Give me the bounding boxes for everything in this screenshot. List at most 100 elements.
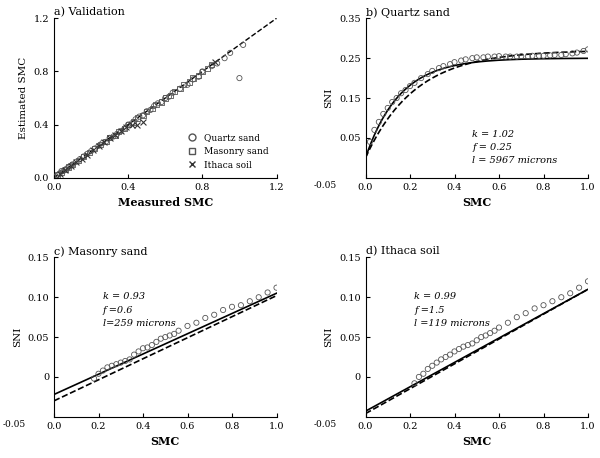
Point (545, 52, 555, 59)
Point (97, 140, 107, 147)
Y-axis label: SNI: SNI (325, 88, 334, 108)
Point (149, 102, 159, 109)
Point (56, 169, 66, 176)
Point (138, 112, 148, 119)
Y-axis label: Estimated SMC: Estimated SMC (19, 57, 28, 139)
Point (116, 127, 125, 135)
Point (512, 53, 521, 60)
Point (68, 161, 77, 168)
Point (410, 79, 419, 87)
Point (481, 332, 490, 339)
Point (370, 126, 379, 134)
Text: b) Quartz sand: b) Quartz sand (365, 7, 449, 17)
Point (548, 298, 557, 305)
Point (68, 161, 77, 168)
Point (572, 49, 581, 56)
Point (557, 51, 566, 59)
Point (182, 322, 192, 330)
Point (131, 115, 140, 123)
Point (103, 364, 112, 371)
Point (79, 153, 88, 160)
Point (79, 153, 88, 160)
Legend: Quartz sand, Masonry sand, Ithaca soil: Quartz sand, Masonry sand, Ithaca soil (179, 130, 272, 173)
Text: -0.05: -0.05 (314, 420, 337, 429)
Point (583, 278, 593, 285)
Point (105, 134, 115, 142)
Point (432, 359, 442, 366)
Y-axis label: SNI: SNI (13, 327, 22, 347)
Point (165, 332, 175, 339)
Point (151, 101, 161, 109)
Point (472, 337, 482, 344)
Point (90, 145, 100, 152)
Y-axis label: SNI: SNI (325, 327, 334, 347)
Point (557, 294, 566, 301)
Point (156, 335, 166, 342)
Point (423, 365, 433, 373)
Point (160, 333, 170, 341)
Point (574, 284, 584, 291)
Point (98, 367, 108, 374)
Point (539, 52, 548, 60)
Point (105, 134, 115, 142)
Point (565, 289, 575, 297)
Point (61, 166, 70, 174)
Point (160, 94, 170, 102)
Point (388, 98, 397, 106)
Point (142, 108, 152, 115)
Point (124, 121, 133, 128)
Point (494, 324, 504, 331)
Point (146, 106, 155, 114)
Point (445, 60, 455, 68)
Point (427, 362, 437, 370)
Point (523, 53, 533, 60)
Point (485, 329, 495, 337)
Point (116, 127, 125, 135)
X-axis label: SMC: SMC (462, 436, 491, 447)
Point (503, 319, 512, 327)
Point (94, 142, 103, 149)
X-axis label: SMC: SMC (462, 197, 491, 208)
Point (441, 354, 451, 361)
Point (530, 305, 539, 312)
Point (450, 348, 460, 355)
Point (133, 114, 142, 122)
Point (122, 124, 131, 131)
Point (53, 171, 62, 179)
Point (119, 125, 129, 132)
Point (130, 351, 139, 358)
Point (124, 121, 133, 128)
Point (157, 98, 166, 106)
Point (419, 370, 428, 377)
Point (134, 113, 144, 120)
Text: k = 0.93
f =0.6
l=259 microns: k = 0.93 f =0.6 l=259 microns (103, 293, 176, 328)
Point (153, 100, 163, 107)
Point (445, 351, 455, 358)
Point (423, 71, 433, 78)
Point (236, 301, 246, 309)
Point (212, 60, 222, 67)
Point (483, 53, 493, 60)
Point (238, 41, 248, 49)
Point (467, 340, 477, 347)
Point (101, 138, 111, 146)
Point (494, 53, 504, 60)
Text: d) Ithaca soil: d) Ithaca soil (365, 246, 439, 256)
Point (127, 121, 137, 128)
Point (101, 138, 111, 146)
Point (197, 68, 207, 75)
Point (83, 150, 92, 158)
Point (194, 72, 203, 79)
Point (90, 145, 100, 152)
Point (66, 162, 76, 169)
Point (235, 74, 244, 82)
Point (207, 61, 217, 69)
Point (55, 170, 64, 177)
Point (71, 158, 81, 165)
Point (143, 344, 152, 351)
Point (121, 357, 130, 365)
Point (568, 50, 577, 57)
X-axis label: Measured SMC: Measured SMC (118, 197, 213, 208)
Point (401, 87, 410, 94)
Point (138, 344, 148, 352)
